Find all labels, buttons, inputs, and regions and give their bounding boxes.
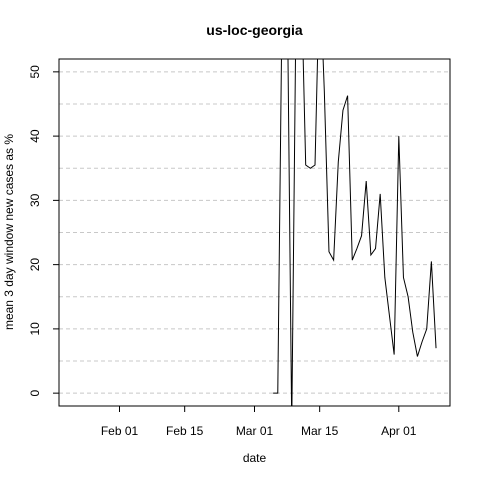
x-axis-label: date [243, 451, 267, 465]
series-layer [273, 59, 437, 406]
y-tick-label: 50 [28, 65, 42, 79]
grid-layer [59, 71, 450, 394]
y-tick-label: 40 [28, 129, 42, 143]
y-tick-label: 30 [28, 193, 42, 207]
axis-layer: 0 10 20 30 40 50 Feb 01 Feb 15 Mar 01 Mar 15 Apr 0… [28, 65, 417, 438]
y-tick-label: 0 [28, 389, 42, 396]
chart-title: us-loc-georgia [206, 22, 303, 38]
series-line [273, 59, 437, 406]
y-axis-label: mean 3 day window new cases as % [2, 134, 16, 330]
y-tick-label: 10 [28, 322, 42, 336]
x-tick-label: Mar 15 [301, 424, 339, 438]
x-tick-label: Mar 01 [236, 424, 274, 438]
x-tick-label: Apr 01 [381, 424, 417, 438]
x-tick-label: Feb 15 [166, 424, 204, 438]
y-tick-label: 20 [28, 258, 42, 272]
x-tick-label: Feb 01 [101, 424, 139, 438]
